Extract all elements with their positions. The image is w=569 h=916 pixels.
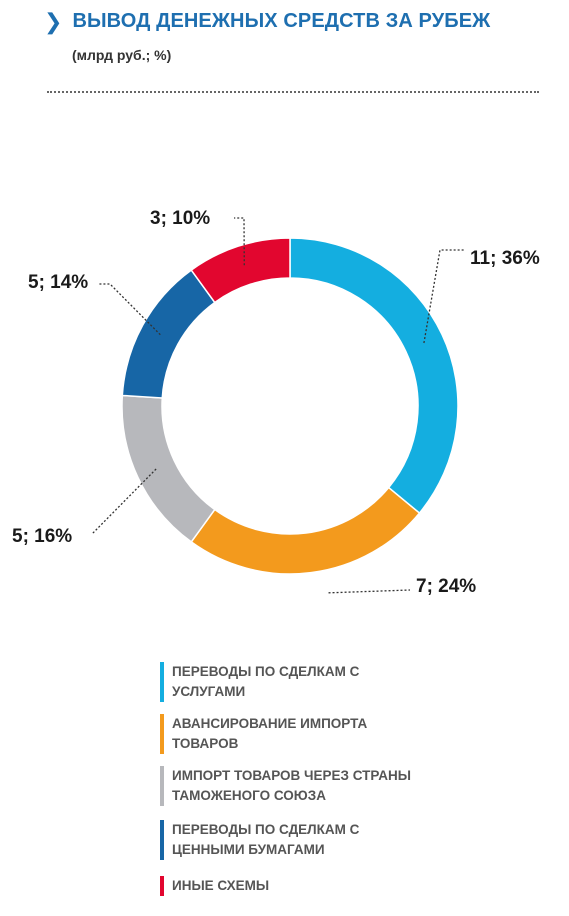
donut-chart: 11; 36% 7; 24% 5; 16% 5; 14% 3; 10% [12,208,540,597]
data-label-1: 11; 36% [470,248,540,269]
legend-item: ПЕРЕВОДЫ ПО СДЕЛКАМ С ЦЕННЫМИ БУМАГАМИ [160,820,412,860]
legend-item: ПЕРЕВОДЫ ПО СДЕЛКАМ С УСЛУГАМИ [160,662,392,702]
data-label-2: 7; 24% [416,576,476,597]
legend-label: АВАНСИРОВАНИЕ ИМПОРТА ТОВАРОВ [172,716,368,751]
leader-line-3 [91,468,157,535]
slice-1 [289,237,459,515]
legend-color-swatch [160,662,164,702]
chevron-right-icon: ❯ [44,8,63,34]
dotted-divider [47,91,539,93]
slice-4 [121,269,216,399]
legend-color-swatch [160,714,164,754]
legend-color-swatch [160,766,164,806]
legend-item: ИМПОРТ ТОВАРОВ ЧЕРЕЗ СТРАНЫ ТАМОЖЕНОГО С… [160,766,452,806]
leader-line-2 [328,589,411,594]
page-subtitle: (млрд руб.; %) [72,47,172,63]
legend-label: ПЕРЕВОДЫ ПО СДЕЛКАМ С ЦЕННЫМИ БУМАГАМИ [172,822,360,857]
legend-label: ИМПОРТ ТОВАРОВ ЧЕРЕЗ СТРАНЫ ТАМОЖЕНОГО С… [172,768,411,803]
data-label-3: 5; 16% [12,526,72,547]
slice-3 [121,394,216,543]
legend-color-swatch [160,876,164,896]
legend-color-swatch [160,820,164,860]
legend-item: АВАНСИРОВАНИЕ ИМПОРТА ТОВАРОВ [160,714,412,754]
legend-label: ПЕРЕВОДЫ ПО СДЕЛКАМ С УСЛУГАМИ [172,664,360,699]
leader-line-5 [234,217,245,266]
page-title: ВЫВОД ДЕНЕЖНЫХ СРЕДСТВ ЗА РУБЕЖ [72,10,491,32]
slice-2 [190,486,421,575]
slice-5 [190,237,291,304]
legend-item: ИНЫЕ СХЕМЫ [160,876,372,896]
header: ❯ ВЫВОД ДЕНЕЖНЫХ СРЕДСТВ ЗА РУБЕЖ [44,10,490,33]
legend-label: ИНЫЕ СХЕМЫ [172,878,270,893]
data-label-5: 3; 10% [150,208,210,229]
data-label-4: 5; 14% [28,272,88,293]
